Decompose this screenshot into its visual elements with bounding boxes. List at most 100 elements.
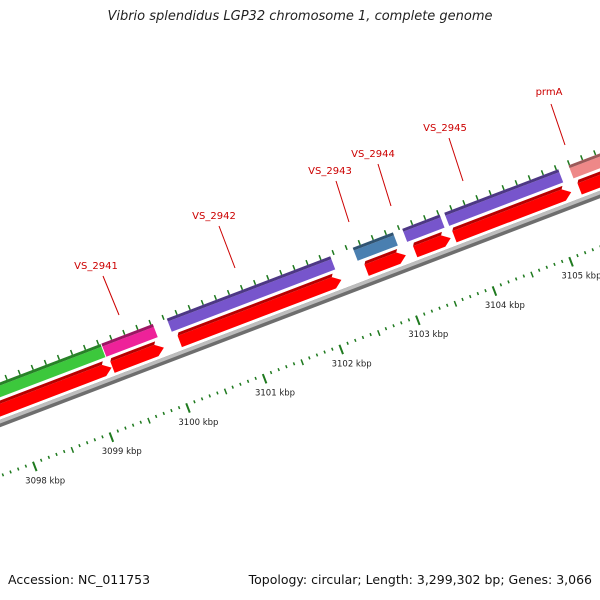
scale-minor-tick [239, 382, 242, 386]
upper-tick [226, 289, 231, 296]
scale-minor-tick [292, 362, 296, 366]
gene-block [167, 259, 336, 332]
upper-tick [96, 339, 100, 345]
scale-label: 3101 kbp [255, 389, 295, 399]
gene-block [569, 156, 600, 179]
scale-minor-tick [85, 441, 89, 445]
scale-ticks [1, 245, 600, 477]
scale-label: 3098 kbp [25, 476, 65, 486]
upper-tick [423, 214, 427, 221]
backbone [0, 190, 600, 428]
scale-minor-tick [200, 397, 204, 401]
scale-minor-tick [193, 400, 196, 404]
scale-minor-tick [453, 300, 458, 307]
upper-tick [292, 264, 296, 271]
cds-arrow [110, 344, 164, 373]
upper-tick [174, 309, 178, 316]
gene-label: VS_2942 [192, 211, 236, 222]
scale-minor-tick [522, 274, 526, 278]
gene-label-leader [550, 103, 566, 146]
scale-minor-tick [354, 338, 357, 343]
upper-tick [475, 194, 479, 201]
scale-minor-tick [346, 341, 349, 345]
upper-tick [30, 364, 34, 370]
scale-label: 3102 kbp [332, 359, 372, 369]
scale-label: 3103 kbp [408, 330, 448, 340]
upper-tick [213, 294, 217, 301]
scale-label: 3105 kbp [561, 272, 600, 282]
footer: Accession: NC_011753 Topology: circular;… [0, 572, 600, 594]
scale-minor-tick [16, 467, 20, 471]
scale-minor-tick [24, 464, 28, 468]
upper-tick [462, 199, 466, 206]
upper-tick [161, 314, 165, 321]
scale-minor-tick [315, 353, 319, 357]
upper-tick [527, 175, 531, 181]
upper-tick [82, 344, 87, 350]
cds-arrow [577, 174, 600, 195]
scale-minor-tick [308, 356, 311, 360]
scale-minor-tick [277, 367, 280, 372]
upper-tick [370, 234, 374, 241]
scale-minor-tick [62, 449, 66, 454]
scale-minor-tick [254, 376, 257, 381]
gene-track [0, 153, 600, 398]
gene-block [445, 172, 564, 226]
gene-block [353, 235, 398, 261]
gene-block-bevel [352, 232, 394, 251]
scale-minor-tick [369, 332, 372, 337]
scale-label: 3100 kbp [178, 418, 218, 428]
scale-minor-tick [377, 329, 381, 337]
scale-minor-tick [9, 470, 12, 474]
upper-tick [436, 209, 440, 216]
scale-minor-tick [514, 277, 518, 281]
scale-minor-tick [177, 405, 181, 410]
upper-tick [17, 369, 21, 375]
upper-tick [409, 219, 414, 226]
upper-tick [553, 165, 558, 171]
scale-minor-tick [468, 294, 472, 299]
scale-minor-tick [162, 411, 166, 416]
upper-tick [396, 224, 401, 231]
scale-minor-tick [170, 408, 173, 413]
scale-minor-tick [47, 455, 51, 460]
cds-arrow [177, 277, 342, 348]
scale-minor-tick [583, 250, 587, 255]
cds-arrow [0, 364, 112, 417]
scale-minor-tick [553, 262, 556, 267]
upper-tick [135, 324, 139, 330]
scale-minor-tick [423, 312, 426, 316]
scale-minor-tick [576, 253, 579, 258]
scale-minor-tick [507, 280, 510, 284]
scale-major-tick [185, 402, 191, 414]
gene-block-bevel [101, 324, 154, 347]
backbone-highlight [0, 190, 600, 424]
scale-major-tick [261, 373, 268, 384]
scale-minor-tick [147, 417, 151, 424]
scale-minor-tick [78, 443, 81, 448]
scale-minor-tick [216, 391, 219, 395]
scale-minor-tick [139, 420, 143, 424]
upper-tick [200, 299, 204, 306]
gene-label: VS_2945 [423, 123, 467, 134]
scale-minor-tick [384, 327, 388, 331]
scale-minor-tick [223, 388, 228, 395]
upper-tick [148, 319, 152, 326]
upper-tick [540, 170, 544, 176]
upper-tick [449, 204, 453, 211]
scale-minor-tick [476, 291, 480, 296]
scale-minor-tick [530, 271, 534, 278]
genome-summary-text: Topology: circular; Length: 3,299,302 bp… [248, 572, 592, 587]
upper-tick [344, 244, 348, 251]
upper-tick [318, 254, 322, 261]
gene-label-leader [377, 163, 392, 207]
scale-minor-tick [392, 324, 395, 328]
upper-tick [331, 249, 335, 256]
cds-arrow [413, 235, 451, 258]
upper-tick [122, 329, 126, 335]
scale-major-tick [491, 285, 498, 297]
gene-block [0, 346, 106, 398]
scale-major-tick [108, 432, 115, 443]
scale-minor-tick [461, 297, 464, 302]
